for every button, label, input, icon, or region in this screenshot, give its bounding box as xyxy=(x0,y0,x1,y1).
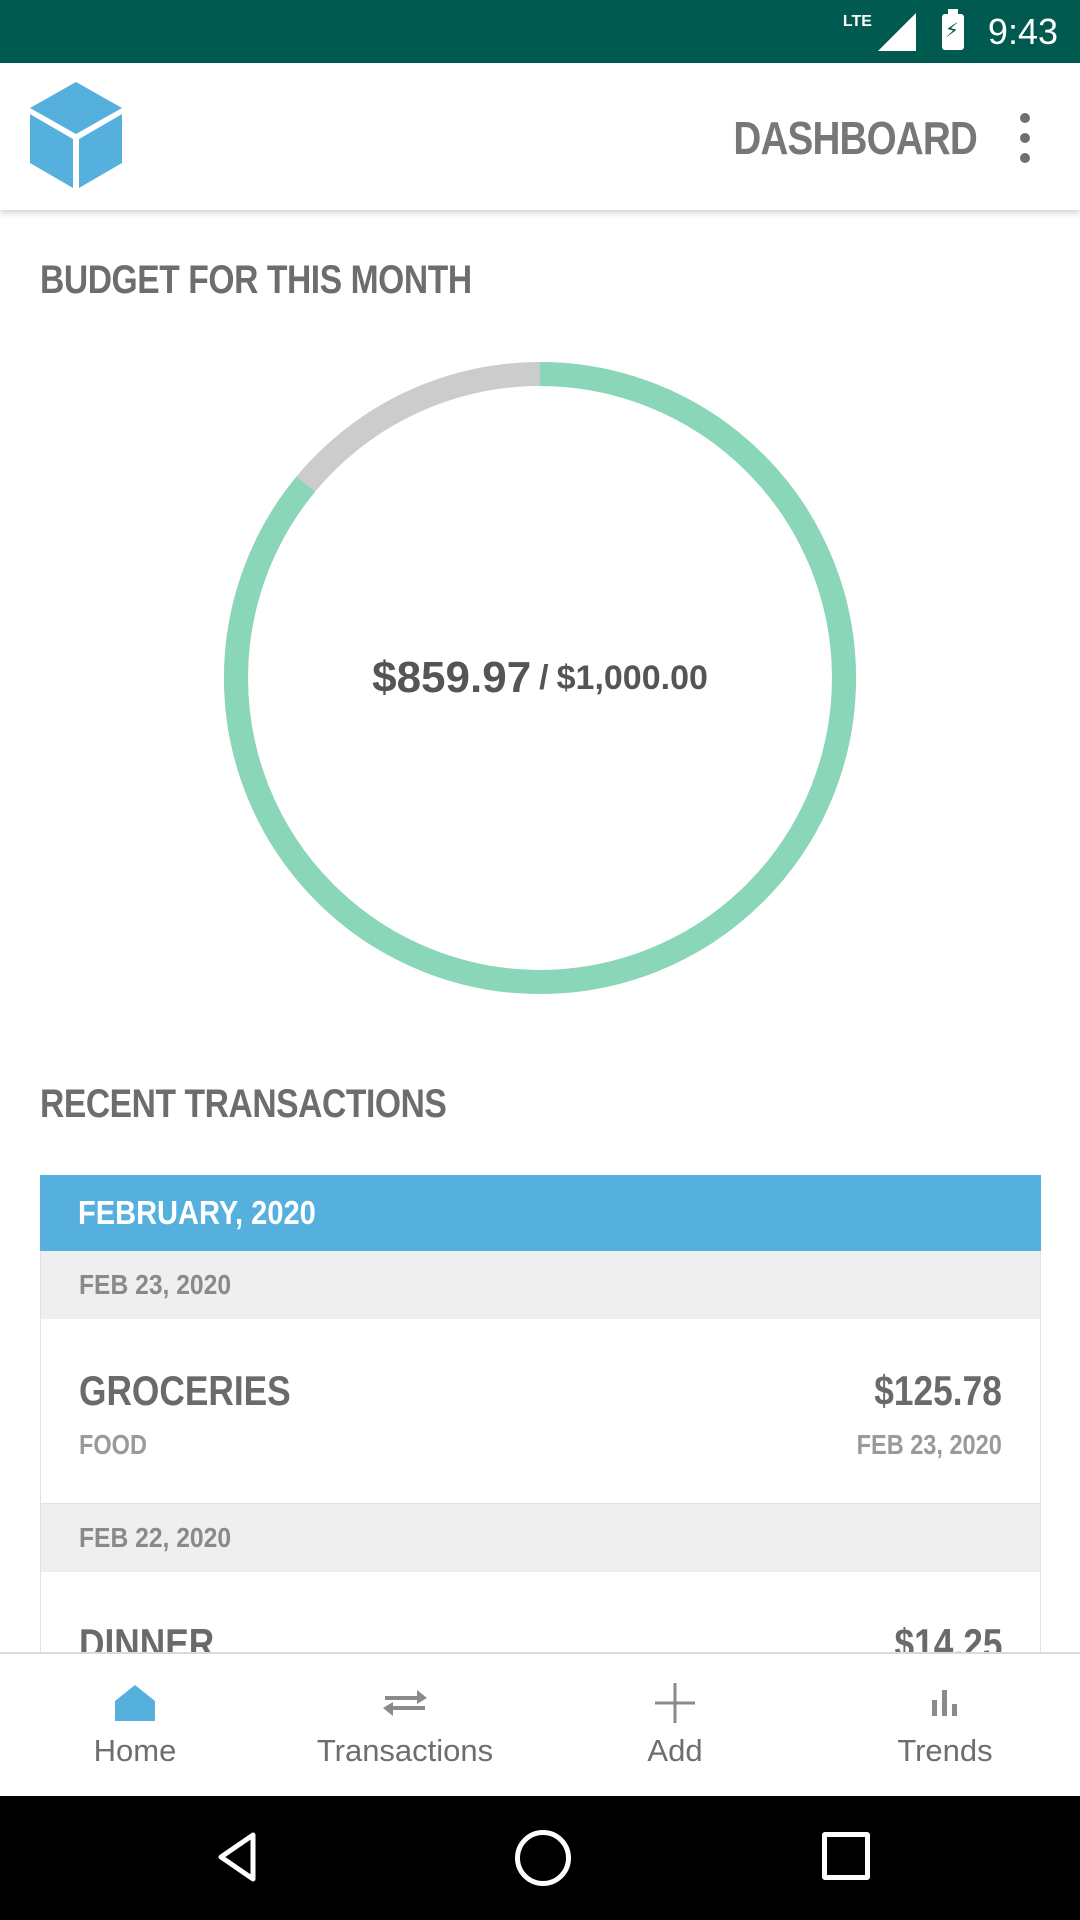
signal-icon xyxy=(877,12,916,51)
nav-home-label: Home xyxy=(93,1733,177,1768)
nav-transactions[interactable]: Transactions xyxy=(270,1654,540,1796)
more-vert-icon[interactable] xyxy=(1010,113,1040,163)
nav-add-label: Add xyxy=(647,1733,703,1768)
budget-spent-arc xyxy=(224,362,856,994)
battery-charging-icon xyxy=(941,8,964,50)
month-header: FEBRUARY, 2020 xyxy=(40,1175,1041,1251)
transaction-name: GROCERIES xyxy=(79,1367,291,1414)
transaction-amount: $125.78 xyxy=(874,1367,1002,1414)
nav-trends[interactable]: Trends xyxy=(810,1654,1080,1796)
budget-donut-chart[interactable]: $859.97 / $1,000.00 xyxy=(220,358,860,998)
budget-spent-amount: $859.97 xyxy=(372,653,532,702)
transactions-list: FEBRUARY, 2020 FEB 23, 2020 GROCERIES FO… xyxy=(40,1175,1041,1757)
clock: 9:43 xyxy=(987,10,1058,52)
recent-apps-icon[interactable] xyxy=(822,1832,870,1880)
nav-trends-label: Trends xyxy=(897,1733,993,1768)
bottom-navigation: Home Transactions Add Trends xyxy=(0,1652,1080,1796)
budget-summary: $859.97 / $1,000.00 xyxy=(220,358,860,998)
nav-home[interactable]: Home xyxy=(0,1654,270,1796)
app-bar: DASHBOARD xyxy=(0,63,1080,210)
nav-add[interactable]: Add xyxy=(540,1654,810,1796)
budget-donut-svg xyxy=(224,362,856,994)
day-header: FEB 23, 2020 xyxy=(40,1251,1041,1319)
cube-logo-icon[interactable] xyxy=(26,80,126,192)
home-circle-icon[interactable] xyxy=(515,1830,571,1886)
day-header: FEB 22, 2020 xyxy=(40,1504,1041,1572)
status-bar: LTE 9:43 xyxy=(0,0,1080,63)
bar-chart-icon xyxy=(930,1681,960,1725)
month-label: FEBRUARY, 2020 xyxy=(78,1194,316,1231)
home-icon xyxy=(113,1681,157,1725)
budget-limit-amount: $1,000.00 xyxy=(556,658,708,697)
day-label: FEB 23, 2020 xyxy=(79,1269,232,1300)
budget-separator: / xyxy=(539,658,549,697)
transfer-arrows-icon xyxy=(381,1681,429,1725)
status-icons: LTE 9:43 xyxy=(843,0,1058,63)
recent-transactions-title: RECENT TRANSACTIONS xyxy=(40,1082,447,1126)
back-icon[interactable] xyxy=(215,1831,259,1883)
page-title: DASHBOARD xyxy=(733,112,977,164)
transaction-category: FOOD xyxy=(79,1429,147,1460)
plus-icon xyxy=(653,1681,697,1725)
system-navigation-bar xyxy=(0,1794,1080,1920)
transaction-row[interactable]: GROCERIES FOOD $125.78 FEB 23, 2020 xyxy=(40,1319,1041,1504)
transaction-date: FEB 23, 2020 xyxy=(856,1429,1002,1460)
nav-transactions-label: Transactions xyxy=(316,1733,494,1768)
day-label: FEB 22, 2020 xyxy=(79,1522,232,1553)
network-type: LTE xyxy=(842,12,872,30)
budget-section-title: BUDGET FOR THIS MONTH xyxy=(40,258,472,302)
